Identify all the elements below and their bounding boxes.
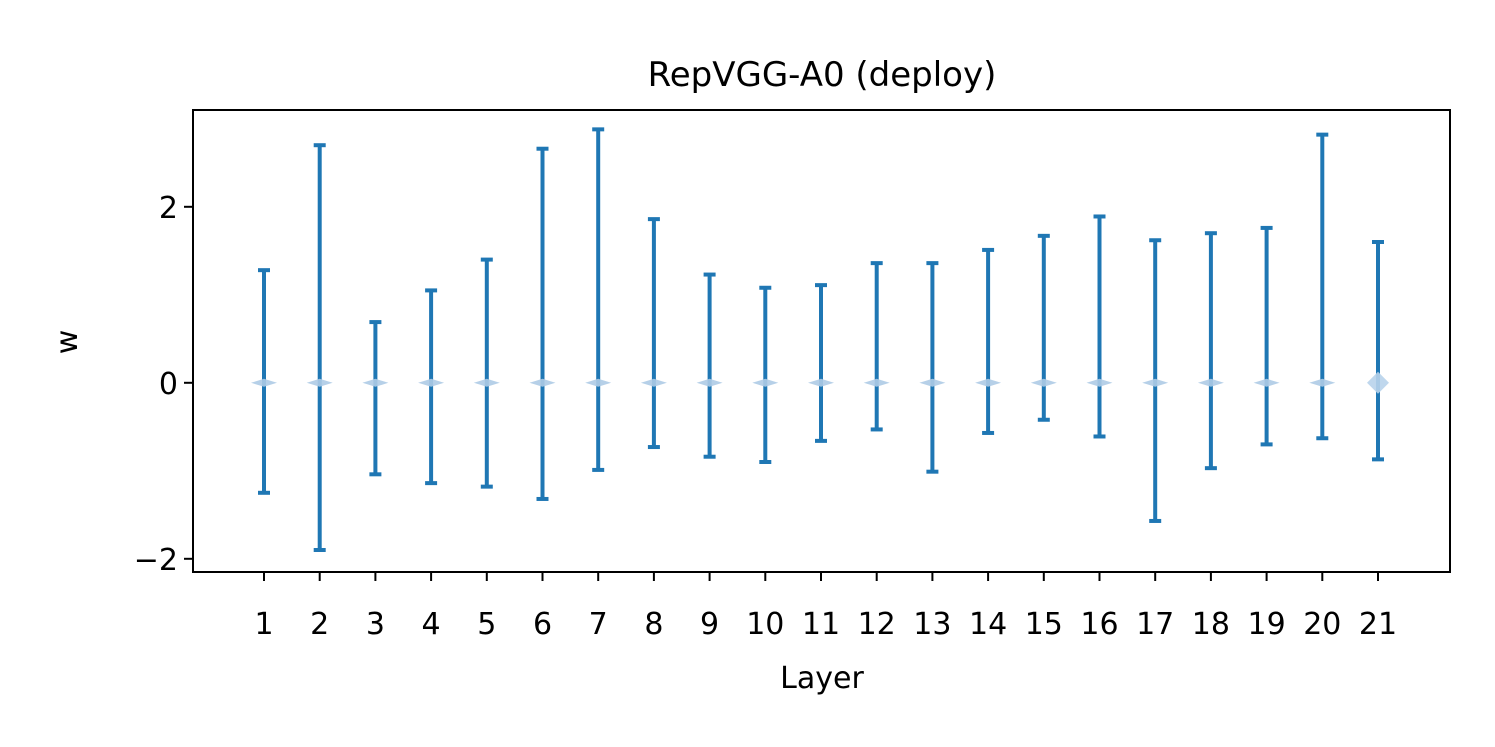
y-axis-label: w xyxy=(50,330,85,355)
center-marker-20 xyxy=(1309,378,1336,387)
center-marker-21 xyxy=(1367,371,1389,394)
x-tick-label-19: 19 xyxy=(1248,607,1286,642)
x-tick-label-17: 17 xyxy=(1136,607,1174,642)
center-marker-11 xyxy=(808,378,834,387)
x-tick-label-5: 5 xyxy=(477,607,496,642)
x-tick-label-10: 10 xyxy=(746,607,784,642)
x-axis-ticks: 1 2 3 4 5 6 7 8 9 10 11 12 13 14 15 16 17 18 19 20 21 xyxy=(254,572,1397,642)
x-tick-label-18: 18 xyxy=(1192,607,1230,642)
x-tick-label-12: 12 xyxy=(858,607,896,642)
x-tick-label-13: 13 xyxy=(913,607,951,642)
center-marker-3 xyxy=(362,378,389,387)
x-tick-label-8: 8 xyxy=(644,607,663,642)
x-tick-label-2: 2 xyxy=(310,607,329,642)
center-marker-8 xyxy=(640,378,667,387)
center-markers xyxy=(251,371,1389,394)
y-axis-ticks: −2 0 2 xyxy=(134,191,193,578)
x-tick-label-7: 7 xyxy=(589,607,608,642)
center-marker-9 xyxy=(696,378,723,387)
center-marker-14 xyxy=(975,378,1002,387)
x-tick-label-6: 6 xyxy=(533,607,552,642)
center-marker-2 xyxy=(306,378,333,387)
center-marker-17 xyxy=(1142,378,1169,387)
center-marker-7 xyxy=(585,378,612,387)
center-marker-6 xyxy=(529,378,556,387)
x-tick-label-3: 3 xyxy=(366,607,385,642)
chart-title: RepVGG-A0 (deploy) xyxy=(648,55,997,95)
x-tick-label-11: 11 xyxy=(802,607,840,642)
x-tick-label-14: 14 xyxy=(969,607,1007,642)
center-marker-10 xyxy=(752,378,779,387)
center-marker-18 xyxy=(1197,378,1224,387)
center-marker-5 xyxy=(473,378,500,387)
x-tick-label-9: 9 xyxy=(700,607,719,642)
x-tick-label-16: 16 xyxy=(1080,607,1118,642)
center-marker-16 xyxy=(1086,378,1113,387)
center-marker-13 xyxy=(919,378,946,387)
x-tick-label-21: 21 xyxy=(1359,607,1397,642)
x-tick-label-1: 1 xyxy=(254,607,273,642)
center-marker-4 xyxy=(418,378,445,387)
y-tick-label-2: 2 xyxy=(159,191,178,226)
center-marker-19 xyxy=(1253,378,1280,387)
x-tick-label-15: 15 xyxy=(1025,607,1063,642)
x-tick-label-4: 4 xyxy=(422,607,441,642)
y-tick-label--2: −2 xyxy=(134,543,178,578)
x-axis-label: Layer xyxy=(780,661,864,696)
center-marker-1 xyxy=(251,378,277,387)
center-marker-15 xyxy=(1030,378,1057,387)
x-tick-label-20: 20 xyxy=(1303,607,1341,642)
center-marker-12 xyxy=(863,378,890,387)
y-tick-label-0: 0 xyxy=(159,367,178,402)
